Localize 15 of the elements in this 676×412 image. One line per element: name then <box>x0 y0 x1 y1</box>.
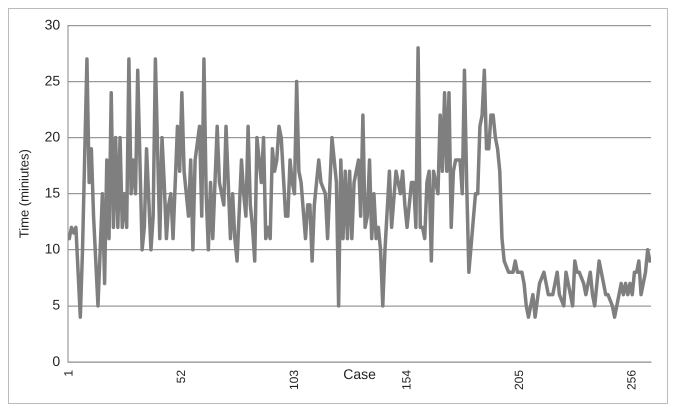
x-axis-title: Case <box>343 366 376 382</box>
x-tick-label: 154 <box>399 370 414 390</box>
x-tick-label: 205 <box>512 370 526 390</box>
x-tick-label: 52 <box>174 370 188 384</box>
y-tick-label: 25 <box>44 72 60 88</box>
y-tick-label: 30 <box>44 16 60 32</box>
x-tick-label: 256 <box>624 370 639 390</box>
y-tick-label: 0 <box>52 352 60 369</box>
x-tick-label: 1 <box>62 370 76 377</box>
y-tick-label: 10 <box>44 240 60 257</box>
y-axis-title: Time (miniutes) <box>16 149 32 238</box>
y-tick-label: 20 <box>44 128 60 144</box>
y-tick-label: 5 <box>52 296 60 313</box>
x-tick-label: 103 <box>286 370 301 390</box>
y-tick-label: 15 <box>44 184 60 201</box>
